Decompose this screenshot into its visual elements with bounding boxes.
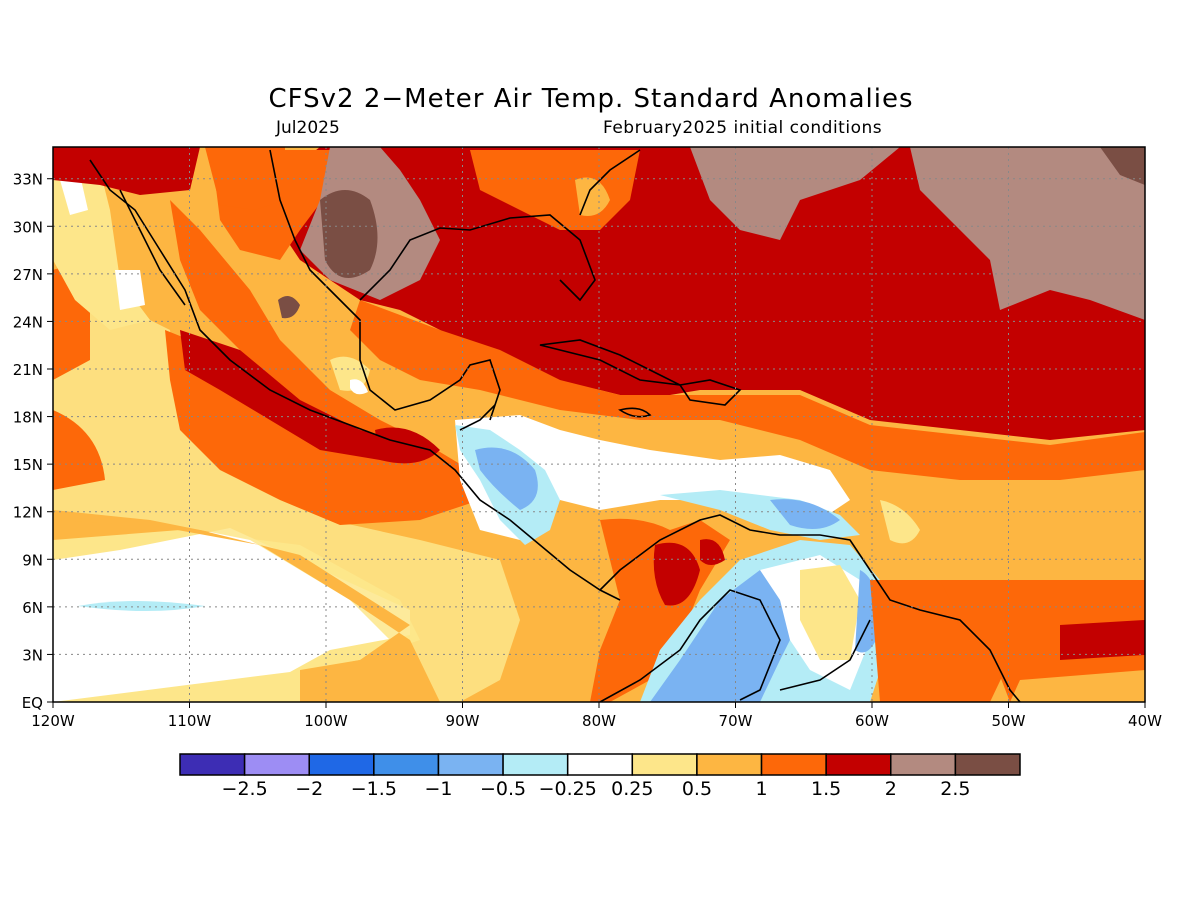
map-grid: [53, 147, 1145, 702]
colorbar-swatch: [566, 753, 634, 776]
colorbar-swatch: [696, 753, 763, 776]
lon-tick-label: 110W: [168, 712, 212, 730]
colorbar-swatch: [243, 753, 310, 776]
lat-tick-label: 24N: [13, 313, 43, 331]
colorbar-label: −0.25: [539, 778, 597, 800]
colorbar-swatch: [631, 753, 698, 776]
colorbar-swatch: [954, 753, 1021, 776]
lat-tick-label: 30N: [13, 218, 43, 236]
axis-ticks: 120W 110W 100W 90W 80W 70W 60W 50W 40W EQ 3N 6N 9N 12…: [13, 171, 1162, 730]
lat-tick-label: 3N: [22, 646, 43, 664]
lat-tick-label: 15N: [13, 456, 43, 474]
lon-tick-label: 50W: [992, 712, 1026, 730]
lat-tick-label: 18N: [13, 409, 43, 427]
colorbar-swatch: [502, 753, 569, 776]
colorbar-label: 2.5: [940, 778, 970, 800]
map-title: CFSv2 2−Meter Air Temp. Standard Anomali…: [268, 84, 914, 114]
colorbar: −2.5 −2 −1.5 −1 −0.5 −0.25 0.25 0.5 1 1.5 2 2.5: [179, 753, 1021, 800]
colorbar-label: 1: [755, 778, 767, 800]
colorbar-swatch: [825, 753, 892, 776]
colorbar-swatch: [179, 753, 246, 776]
colorbar-label: −0.5: [480, 778, 526, 800]
coastlines: [89, 149, 1021, 702]
colorbar-label: −1: [424, 778, 452, 800]
colorbar-swatch: [760, 753, 827, 776]
lat-tick-label: 12N: [13, 504, 43, 522]
lat-tick-label: 33N: [13, 171, 43, 189]
colorbar-label: 0.25: [611, 778, 653, 800]
colorbar-swatch: [437, 753, 504, 776]
anomaly-field: [53, 147, 1145, 702]
lon-tick-label: 90W: [446, 712, 480, 730]
valid-month-label: Jul2025: [276, 118, 340, 138]
lon-tick-label: 100W: [304, 712, 348, 730]
colorbar-label: 0.5: [682, 778, 712, 800]
colorbar-label: 2: [885, 778, 897, 800]
lon-tick-label: 70W: [719, 712, 753, 730]
lon-tick-label: 80W: [582, 712, 616, 730]
colorbar-label: −2: [295, 778, 323, 800]
colorbar-label: 1.5: [811, 778, 841, 800]
colorbar-swatch: [308, 753, 375, 776]
lat-tick-label: 6N: [22, 599, 43, 617]
lon-tick-label: 120W: [31, 712, 75, 730]
colorbar-label: −2.5: [222, 778, 268, 800]
colorbar-swatch: [373, 753, 440, 776]
lat-tick-label: 27N: [13, 266, 43, 284]
colorbar-swatch: [890, 753, 957, 776]
colorbar-label: −1.5: [351, 778, 397, 800]
initial-conditions-label: February2025 initial conditions: [603, 118, 883, 138]
lat-tick-label: 21N: [13, 361, 43, 379]
lon-tick-label: 60W: [855, 712, 889, 730]
lat-tick-label: EQ: [22, 694, 43, 712]
lon-tick-label: 40W: [1128, 712, 1162, 730]
lat-tick-label: 9N: [22, 551, 43, 569]
